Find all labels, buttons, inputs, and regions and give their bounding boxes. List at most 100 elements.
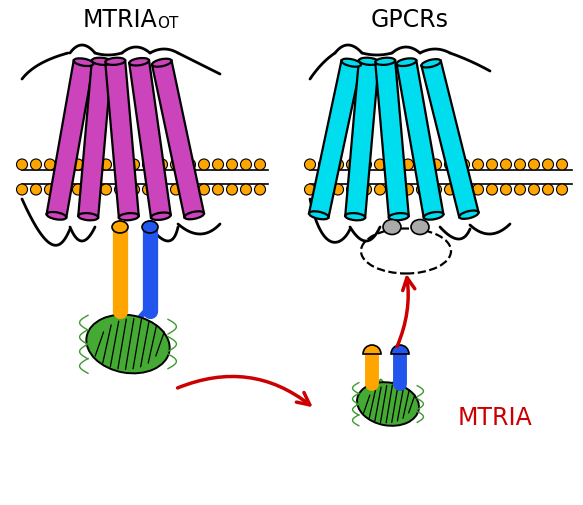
Ellipse shape xyxy=(152,60,171,68)
Ellipse shape xyxy=(396,59,416,67)
Circle shape xyxy=(430,160,441,171)
Circle shape xyxy=(346,160,357,171)
Circle shape xyxy=(388,185,399,195)
Circle shape xyxy=(16,160,27,171)
Ellipse shape xyxy=(389,214,409,221)
Bar xyxy=(152,62,204,218)
Circle shape xyxy=(486,160,497,171)
Circle shape xyxy=(543,160,553,171)
Circle shape xyxy=(16,185,27,195)
Circle shape xyxy=(515,160,525,171)
Circle shape xyxy=(500,185,511,195)
Circle shape xyxy=(416,160,427,171)
Circle shape xyxy=(255,160,265,171)
Circle shape xyxy=(472,185,483,195)
Text: MTRIA: MTRIA xyxy=(458,405,533,429)
Circle shape xyxy=(402,185,413,195)
Circle shape xyxy=(304,185,315,195)
Circle shape xyxy=(142,185,153,195)
Circle shape xyxy=(100,185,111,195)
Circle shape xyxy=(212,160,223,171)
Circle shape xyxy=(557,160,567,171)
Circle shape xyxy=(44,160,55,171)
Ellipse shape xyxy=(119,214,139,221)
Circle shape xyxy=(255,185,265,195)
Circle shape xyxy=(472,160,483,171)
Circle shape xyxy=(156,160,167,171)
Ellipse shape xyxy=(112,222,128,233)
Circle shape xyxy=(198,160,209,171)
Circle shape xyxy=(86,160,97,171)
Ellipse shape xyxy=(142,222,158,233)
Circle shape xyxy=(500,160,511,171)
Circle shape xyxy=(184,185,195,195)
Circle shape xyxy=(227,185,237,195)
Ellipse shape xyxy=(184,212,204,220)
Ellipse shape xyxy=(129,59,149,66)
Ellipse shape xyxy=(92,59,112,66)
Circle shape xyxy=(374,185,385,195)
Circle shape xyxy=(458,185,469,195)
Bar xyxy=(47,61,93,218)
Wedge shape xyxy=(363,345,381,355)
Circle shape xyxy=(444,185,455,195)
Ellipse shape xyxy=(383,220,401,235)
Ellipse shape xyxy=(424,213,444,220)
Circle shape xyxy=(30,185,41,195)
Circle shape xyxy=(142,160,153,171)
Ellipse shape xyxy=(359,59,379,66)
Circle shape xyxy=(458,160,469,171)
Circle shape xyxy=(241,185,251,195)
Circle shape xyxy=(430,185,441,195)
Circle shape xyxy=(360,160,371,171)
Bar xyxy=(78,61,112,218)
Circle shape xyxy=(170,185,181,195)
Circle shape xyxy=(72,160,83,171)
Circle shape xyxy=(515,185,525,195)
Text: OT: OT xyxy=(157,16,178,31)
Circle shape xyxy=(332,160,343,171)
Circle shape xyxy=(318,185,329,195)
Text: MTRIA: MTRIA xyxy=(83,8,157,32)
Ellipse shape xyxy=(422,60,441,68)
Circle shape xyxy=(212,185,223,195)
Circle shape xyxy=(58,185,69,195)
Ellipse shape xyxy=(411,220,429,235)
Wedge shape xyxy=(391,345,409,355)
Ellipse shape xyxy=(309,212,329,220)
Circle shape xyxy=(44,185,55,195)
Bar xyxy=(129,61,171,218)
Circle shape xyxy=(529,185,539,195)
Text: GPCRs: GPCRs xyxy=(371,8,449,32)
Circle shape xyxy=(346,185,357,195)
Circle shape xyxy=(402,160,413,171)
Circle shape xyxy=(543,185,553,195)
Circle shape xyxy=(184,160,195,171)
Circle shape xyxy=(241,160,251,171)
Bar xyxy=(106,61,139,218)
Circle shape xyxy=(58,160,69,171)
Bar xyxy=(345,61,379,218)
Circle shape xyxy=(318,160,329,171)
Ellipse shape xyxy=(345,214,365,221)
Circle shape xyxy=(374,160,385,171)
Circle shape xyxy=(227,160,237,171)
Ellipse shape xyxy=(459,211,479,219)
Ellipse shape xyxy=(47,213,66,220)
Circle shape xyxy=(360,185,371,195)
Ellipse shape xyxy=(357,382,419,426)
FancyArrowPatch shape xyxy=(397,278,415,347)
Circle shape xyxy=(444,160,455,171)
Circle shape xyxy=(114,160,125,171)
Circle shape xyxy=(388,160,399,171)
Circle shape xyxy=(304,160,315,171)
Circle shape xyxy=(416,185,427,195)
Circle shape xyxy=(114,185,125,195)
Circle shape xyxy=(72,185,83,195)
Bar xyxy=(309,62,361,218)
Circle shape xyxy=(86,185,97,195)
Circle shape xyxy=(100,160,111,171)
FancyArrowPatch shape xyxy=(178,377,310,405)
Ellipse shape xyxy=(375,59,395,66)
Ellipse shape xyxy=(73,59,93,67)
